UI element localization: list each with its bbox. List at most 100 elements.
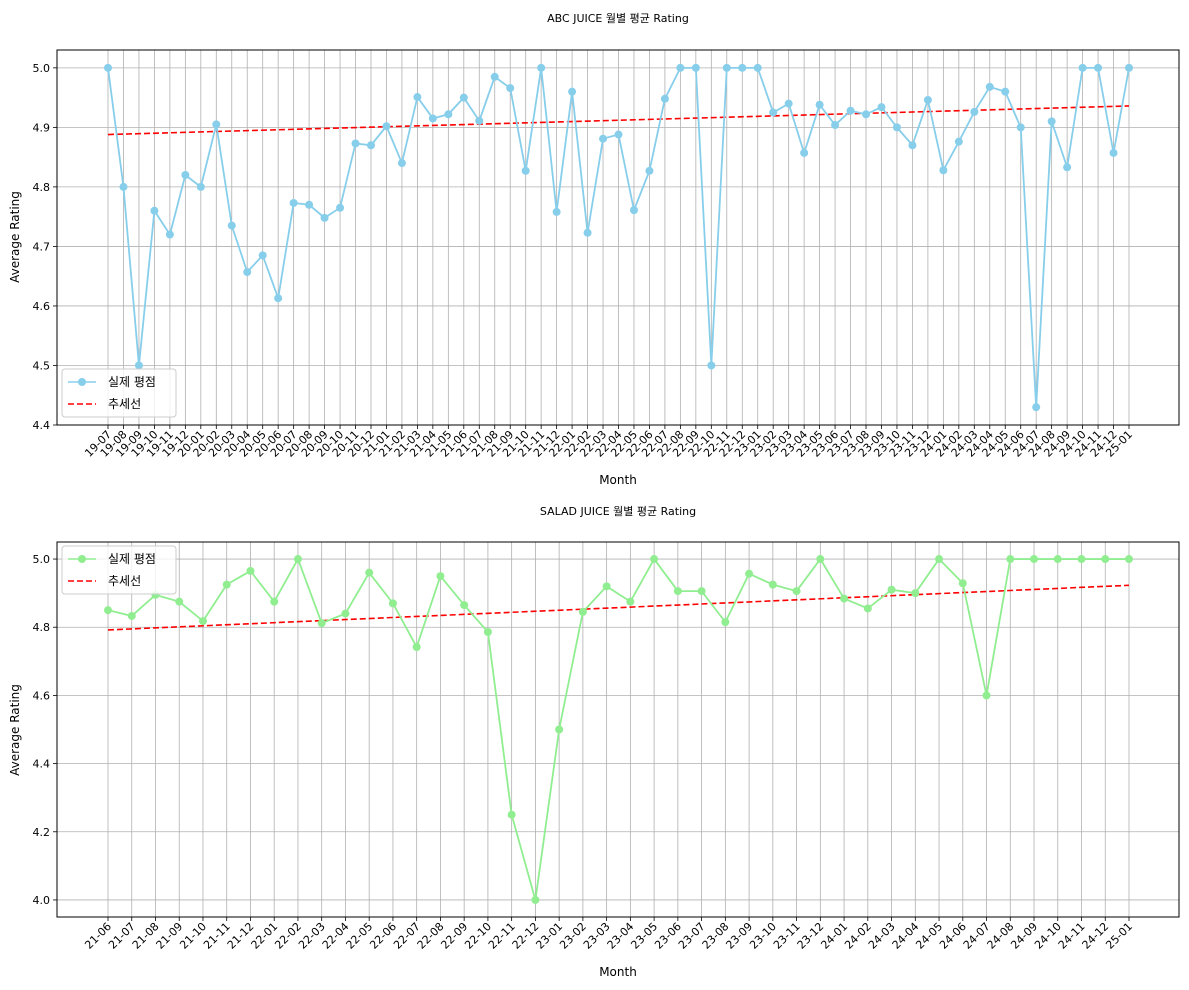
data-point — [459, 93, 468, 102]
data-point — [626, 597, 635, 606]
data-point — [196, 182, 205, 191]
trend-line — [107, 584, 1130, 631]
x-axis-label: Month — [599, 965, 637, 979]
data-point — [691, 63, 700, 72]
data-point — [954, 137, 963, 146]
data-point — [862, 110, 871, 119]
data-point — [1047, 117, 1056, 126]
data-point — [1109, 148, 1118, 157]
data-point — [413, 93, 422, 102]
y-tick-label: 4.6 — [33, 300, 51, 313]
data-point — [707, 361, 716, 370]
data-point — [317, 619, 326, 628]
data-point — [289, 198, 298, 207]
data-point — [119, 182, 128, 191]
chart-title: ABC JUICE 월별 평균 Rating — [547, 12, 689, 25]
y-axis-label: Average Rating — [8, 191, 22, 283]
data-point — [1016, 123, 1025, 132]
y-tick-label: 4.8 — [33, 181, 51, 194]
data-point — [475, 116, 484, 125]
data-point — [243, 268, 252, 277]
data-point — [840, 594, 849, 603]
data-point — [911, 589, 920, 598]
data-point — [982, 691, 991, 700]
trend-line-path — [107, 105, 1130, 136]
data-point — [412, 643, 421, 651]
y-axis-label: Average Rating — [8, 684, 22, 776]
x-ticks: 21-0621-0721-0821-0921-1021-1121-1222-01… — [82, 917, 1135, 952]
data-point — [745, 569, 754, 578]
data-point — [506, 84, 515, 93]
y-tick-label: 4.5 — [33, 359, 51, 372]
data-point — [1053, 555, 1062, 564]
trend-line — [107, 105, 1130, 136]
data-point — [935, 555, 944, 564]
data-point — [738, 63, 747, 72]
data-point — [134, 361, 143, 370]
data-point — [568, 87, 577, 96]
data-point — [1125, 63, 1133, 72]
data-point — [507, 810, 516, 819]
data-point — [877, 103, 886, 112]
data-point — [676, 63, 685, 72]
y-tick-label: 4.9 — [33, 121, 51, 134]
data-point — [887, 585, 896, 594]
data-point — [697, 587, 706, 596]
data-point — [583, 228, 592, 237]
data-point — [436, 572, 445, 581]
legend: 실제 평점 추세선 — [61, 368, 177, 418]
data-point — [537, 63, 546, 72]
data-point — [722, 63, 731, 72]
x-axis-label: Month — [599, 473, 637, 487]
data-point — [212, 120, 221, 129]
data-point — [165, 230, 174, 239]
data-point — [645, 166, 654, 175]
data-point — [958, 579, 967, 588]
data-point — [365, 568, 374, 577]
data-point — [305, 200, 314, 209]
data-point — [222, 580, 231, 589]
legend-marker-actual — [78, 378, 86, 386]
y-ticks: 4.0 4.2 4.4 4.6 4.8 5.0 — [33, 553, 57, 907]
data-point — [970, 107, 979, 116]
data-point — [521, 166, 530, 175]
data-point — [246, 566, 255, 575]
chart-title: SALAD JUICE 월별 평균 Rating — [540, 505, 696, 518]
legend-label-actual: 실제 평점 — [108, 375, 156, 389]
data-point — [552, 207, 561, 216]
data-point — [227, 221, 236, 230]
legend-label-actual: 실제 평점 — [108, 552, 156, 566]
legend-box — [61, 368, 177, 418]
y-tick-label: 4.2 — [33, 826, 51, 839]
y-tick-label: 4.7 — [33, 240, 51, 253]
data-point — [660, 94, 669, 103]
legend-marker-actual — [78, 555, 86, 563]
data-point — [650, 555, 659, 564]
data-point — [293, 555, 302, 564]
data-point — [388, 599, 397, 608]
x-tick-label: 25-01 — [1103, 920, 1135, 952]
data-point — [831, 121, 840, 129]
data-point — [629, 206, 638, 215]
data-point — [602, 582, 611, 591]
data-point — [939, 166, 948, 175]
data-series — [104, 63, 1133, 412]
data-point — [382, 122, 391, 131]
data-point — [815, 100, 824, 109]
data-point — [769, 108, 778, 117]
data-point — [800, 148, 809, 157]
data-point — [270, 597, 279, 606]
y-tick-label: 5.0 — [33, 62, 51, 75]
data-point — [599, 134, 608, 143]
y-tick-label: 4.6 — [33, 689, 51, 702]
data-point — [1006, 555, 1015, 564]
data-point — [127, 611, 136, 620]
grid — [57, 542, 1179, 917]
data-point — [1094, 63, 1103, 72]
data-point — [258, 251, 267, 260]
data-point — [181, 171, 190, 179]
chart-salad-juice: SALAD JUICE 월별 평균 Rating 4.0 4.2 4.4 4.6 4.8… — [8, 505, 1180, 979]
legend-label-trend: 추세선 — [108, 574, 141, 588]
data-point — [397, 159, 406, 168]
